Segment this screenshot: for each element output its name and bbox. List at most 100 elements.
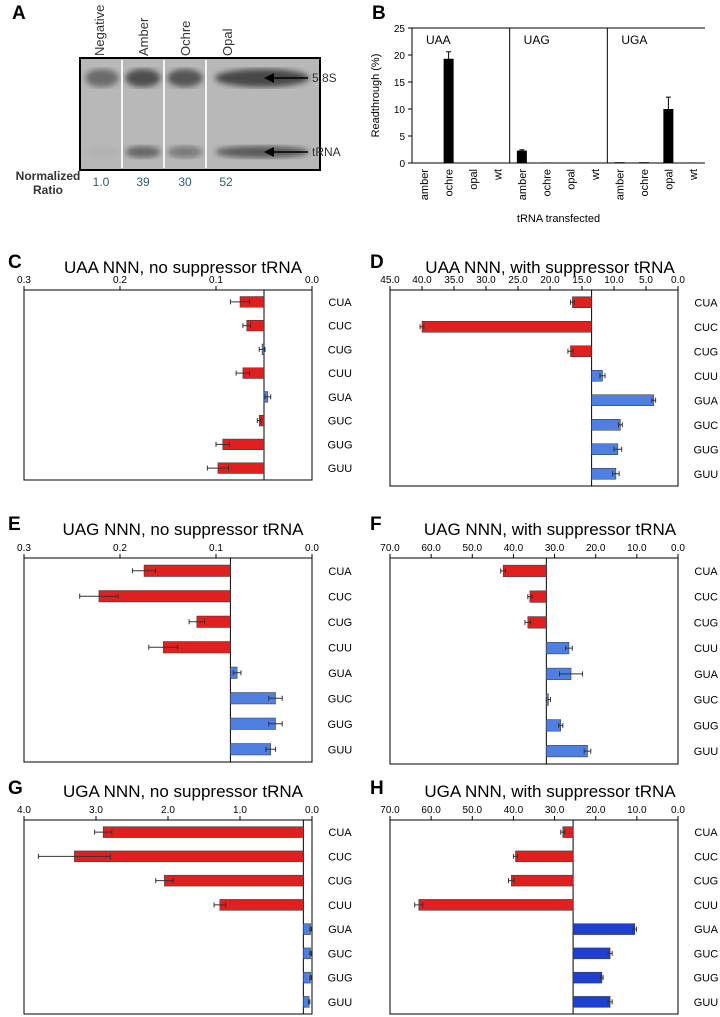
x-tick-label: opal xyxy=(566,169,578,190)
bar xyxy=(570,345,592,358)
bar xyxy=(638,162,649,163)
bar xyxy=(515,850,574,863)
y-tick-label: 10 xyxy=(394,105,406,116)
x-tick-label: ochre xyxy=(541,169,553,197)
category-label: GUU xyxy=(328,463,353,475)
group-label: UAA xyxy=(426,33,451,47)
bar xyxy=(492,162,503,164)
category-label: CUA xyxy=(694,566,718,578)
x-axis-label: tRNA transfected xyxy=(517,213,600,225)
category-label: CUC xyxy=(694,322,718,334)
x-tick-label: 50.0 xyxy=(463,543,483,554)
category-label: GUC xyxy=(694,948,719,960)
x-tick-label: 60.0 xyxy=(421,805,441,816)
category-label: GUA xyxy=(328,392,353,404)
panel-label-f: F xyxy=(370,514,382,535)
x-tick-label: 20.0 xyxy=(586,543,606,554)
category-label: GUG xyxy=(693,973,718,985)
arrow-head-icon xyxy=(264,73,274,83)
lane-label-opal: Opal xyxy=(220,28,235,56)
bar xyxy=(102,826,304,838)
bar xyxy=(572,923,636,935)
gel-band-5-8s xyxy=(125,69,161,87)
band-label-trna: tRNA xyxy=(312,145,341,159)
chart-title: UAA NNN, no suppressor tRNA xyxy=(64,258,303,277)
category-label: CUC xyxy=(328,591,352,603)
ratio-label-line2: Ratio xyxy=(33,183,63,197)
chart-c: UAA NNN, no suppressor tRNA 0.3 0.2 0.1 0.0 C… xyxy=(17,258,353,481)
x-tick-label: 30.0 xyxy=(476,275,496,286)
category-label: GUG xyxy=(693,720,718,732)
chart-title: UGA NNN, no suppressor tRNA xyxy=(63,782,304,801)
category-label: CUA xyxy=(328,566,352,578)
bar xyxy=(541,162,552,164)
x-tick-label: wt xyxy=(492,169,504,181)
x-tick-label: 0.0 xyxy=(671,275,685,286)
x-tick-label: 0.3 xyxy=(17,543,31,554)
x-tick-label: 0.2 xyxy=(113,275,127,286)
gel-band-5-8s xyxy=(167,69,203,87)
category-label: GUC xyxy=(694,695,719,707)
bar xyxy=(516,150,527,163)
gel-band-trna xyxy=(85,146,119,158)
plot-frame xyxy=(389,289,679,487)
plot-frame xyxy=(23,289,313,481)
bar xyxy=(572,971,603,984)
chart-f: UAG NNN, with suppressor tRNA 70.0 60.0 50.… xyxy=(380,520,719,765)
ratio-ochre: 30 xyxy=(178,175,192,189)
y-axis-label: Readthrough (%) xyxy=(370,54,382,138)
x-tick-label: wt xyxy=(590,169,602,181)
x-tick-label: 45.0 xyxy=(380,275,400,286)
x-tick-label: 10.0 xyxy=(604,275,624,286)
gel-panel: Negative Amber Ochre Opal 5.8S tRNA Norm… xyxy=(16,5,341,197)
chart-d: UAA NNN, with suppressor tRNA 45.0 40.0 35.… xyxy=(380,258,719,487)
category-label: GUA xyxy=(328,924,353,936)
arrow-head-icon xyxy=(264,147,274,157)
lane-label-amber: Amber xyxy=(136,17,151,56)
x-tick-label: 20.0 xyxy=(540,275,560,286)
x-tick-label: 30.0 xyxy=(545,805,565,816)
plot-frame xyxy=(389,819,679,1015)
x-tick-label: 40.0 xyxy=(412,275,432,286)
x-tick-label: 0.0 xyxy=(305,275,319,286)
panel-label-h: H xyxy=(370,778,384,799)
x-tick-label: 40.0 xyxy=(504,805,524,816)
gel-band-trna xyxy=(125,146,161,158)
category-label: GUG xyxy=(327,439,352,451)
x-tick-label: opal xyxy=(468,169,480,190)
category-label: CUC xyxy=(694,851,718,863)
chart-g: UGA NNN, no suppressor tRNA 4.0 3.0 2.0 1.0 0… xyxy=(17,782,353,1015)
x-tick-label: amber xyxy=(419,169,431,201)
group-label: UAG xyxy=(524,33,550,47)
x-tick-label: 1.0 xyxy=(233,805,247,816)
x-tick-label: 35.0 xyxy=(444,275,464,286)
category-label: CUA xyxy=(328,827,352,839)
gel-band-5-8s xyxy=(214,69,310,87)
category-label: CUU xyxy=(694,643,718,655)
y-tick-label: 5 xyxy=(399,132,405,143)
panel-label-b: B xyxy=(372,3,386,24)
category-label: GUA xyxy=(694,395,719,407)
bar xyxy=(468,162,479,164)
panel-label-g: G xyxy=(8,778,23,799)
bar xyxy=(164,874,304,887)
plot-frame xyxy=(23,819,313,1015)
x-tick-label: 0.1 xyxy=(209,543,223,554)
ratio-opal: 52 xyxy=(219,175,233,189)
y-tick-label: 20 xyxy=(394,51,406,62)
x-tick-label: 60.0 xyxy=(421,543,441,554)
x-tick-label: amber xyxy=(615,169,627,201)
bar xyxy=(443,58,454,163)
x-tick-label: 30.0 xyxy=(545,543,565,554)
category-label: CUU xyxy=(328,642,352,654)
bar xyxy=(421,320,592,333)
bar xyxy=(591,418,621,431)
x-tick-label: 10.0 xyxy=(627,805,647,816)
band-label-5-8s: 5.8S xyxy=(312,71,337,85)
category-label: GUU xyxy=(694,746,719,758)
chart-e: UAG NNN, no suppressor tRNA 0.3 0.2 0.1 0.0 C… xyxy=(17,520,353,763)
category-label: CUC xyxy=(328,851,352,863)
gel-band-5-8s xyxy=(85,69,119,87)
x-tick-label: 0.3 xyxy=(17,275,31,286)
bar xyxy=(98,590,231,603)
